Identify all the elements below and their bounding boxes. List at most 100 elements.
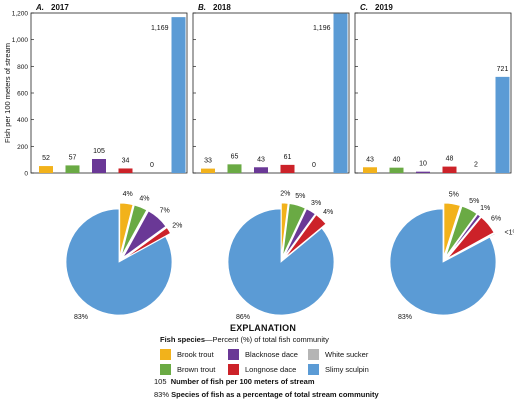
bar: [333, 13, 348, 174]
bar-value-label: 43: [366, 156, 374, 163]
y-tick-label: 600: [17, 91, 28, 98]
bar: [227, 164, 242, 173]
legend-item-label: Brown trout: [177, 364, 216, 374]
panel-letter: C.: [360, 3, 368, 12]
pie-slice: [227, 208, 335, 316]
bar: [280, 164, 295, 173]
pie-slice: [280, 202, 289, 257]
legend-item-brown-trout: Brown trout: [160, 364, 215, 375]
bar-value-label: 105: [93, 148, 105, 155]
bar-value-label: 48: [446, 156, 454, 163]
panel-letter: B.: [198, 3, 206, 12]
bar-value-label: 721: [497, 66, 509, 73]
bar: [442, 166, 457, 173]
y-tick-label: 200: [17, 144, 28, 151]
bar: [171, 17, 186, 174]
pie-label: 86%: [236, 314, 250, 321]
bar: [416, 171, 430, 173]
legend-item-slimy-sculpin: Slimy sculpin: [308, 364, 369, 375]
legend-swatch: [160, 364, 171, 375]
bar: [254, 167, 268, 173]
bar-value-label: 57: [69, 154, 77, 161]
pie-slice: [447, 216, 495, 259]
legend-swatch: [228, 349, 239, 360]
bar: [389, 167, 404, 173]
bar-value-label: 34: [122, 157, 130, 164]
pie-slice: [120, 204, 148, 257]
pie-slice: [282, 203, 306, 257]
legend-item-label: Longnose dace: [245, 364, 297, 374]
pie-label: 4%: [323, 209, 333, 216]
pie-label: 2%: [172, 223, 182, 230]
legend-percent-note: 83% Species of fish as a percentage of t…: [154, 391, 379, 399]
pie-label: 5%: [469, 198, 479, 205]
bar-value-label: 0: [150, 162, 154, 169]
bar: [39, 166, 53, 173]
legend-item-label: Blacknose dace: [245, 349, 298, 359]
legend-number-note: 105 Number of fish per 100 meters of str…: [154, 378, 314, 386]
pie-slice: [283, 208, 316, 258]
pie-slice: [389, 208, 497, 316]
pie-slice: [119, 202, 134, 257]
panel-year: 2018: [213, 3, 231, 12]
y-tick-label: 800: [17, 64, 28, 71]
pie-label: 3%: [311, 200, 321, 207]
legend-item-label: Slimy sculpin: [325, 364, 369, 374]
bar: [92, 159, 106, 173]
panel-year: 2019: [375, 3, 393, 12]
pie-slice: [123, 227, 172, 260]
pie-label: 83%: [398, 314, 412, 321]
legend-percent-example: 83%: [154, 390, 170, 399]
panel-frame: [192, 12, 350, 174]
legend-swatch: [228, 364, 239, 375]
legend-item-label: White sucker: [325, 349, 369, 359]
legend-heading: EXPLANATION: [230, 323, 297, 333]
bar-value-label: 40: [393, 157, 401, 164]
pie-label: 1%: [480, 205, 490, 212]
bar-value-label: 52: [42, 155, 50, 162]
y-tick-label: 1,200: [12, 11, 29, 18]
legend-item-blacknose-dace: Blacknose dace: [228, 349, 298, 360]
y-tick-label: 1,000: [12, 37, 29, 44]
legend-species-title: Fish species: [160, 335, 206, 344]
pie-slice: [284, 214, 327, 258]
pie-label: 7%: [160, 208, 170, 215]
bar-value-label: 1,169: [151, 25, 169, 32]
pie-slice: [446, 213, 481, 258]
pie-label: 83%: [74, 314, 88, 321]
y-tick-label: 400: [17, 117, 28, 124]
legend-number-example: 105: [154, 377, 167, 386]
legend-item-white-sucker: White sucker: [308, 349, 368, 360]
bar: [201, 168, 215, 173]
legend-swatch: [308, 364, 319, 375]
pie-slice: [443, 202, 461, 257]
bar: [118, 168, 133, 173]
legend-percent-text: Species of fish as a percentage of total…: [171, 390, 379, 399]
pie-label: 4%: [123, 191, 133, 198]
bar-value-label: 10: [419, 161, 427, 168]
pie-label: 6%: [491, 215, 501, 222]
y-axis-label: Fish per 100 meters of stream: [3, 43, 12, 143]
panel-frame: [30, 12, 188, 174]
legend-number-text: Number of fish per 100 meters of stream: [170, 377, 315, 386]
panel-letter: A.: [35, 3, 44, 12]
legend-swatch: [308, 349, 319, 360]
bar-value-label: 65: [231, 153, 239, 160]
pie-label: <1%: [505, 230, 514, 237]
pie-slice: [445, 205, 478, 257]
bar: [65, 165, 80, 173]
bar-value-label: 1,196: [313, 25, 331, 32]
pie-label: 5%: [295, 193, 305, 200]
legend-species-subtitle: —Percent (%) of total fish community: [205, 335, 329, 344]
legend-item-label: Brook trout: [177, 349, 214, 359]
bar-value-label: 33: [204, 158, 212, 165]
bar-value-label: 2: [474, 162, 478, 169]
bar-value-label: 0: [312, 162, 316, 169]
legend-subtitle: Fish species—Percent (%) of total fish c…: [160, 336, 329, 344]
pie-label: 5%: [449, 191, 459, 198]
y-tick-label: 0: [24, 171, 28, 178]
bar-value-label: 43: [257, 156, 265, 163]
pie-slice: [65, 208, 173, 316]
pie-label: 4%: [139, 195, 149, 202]
